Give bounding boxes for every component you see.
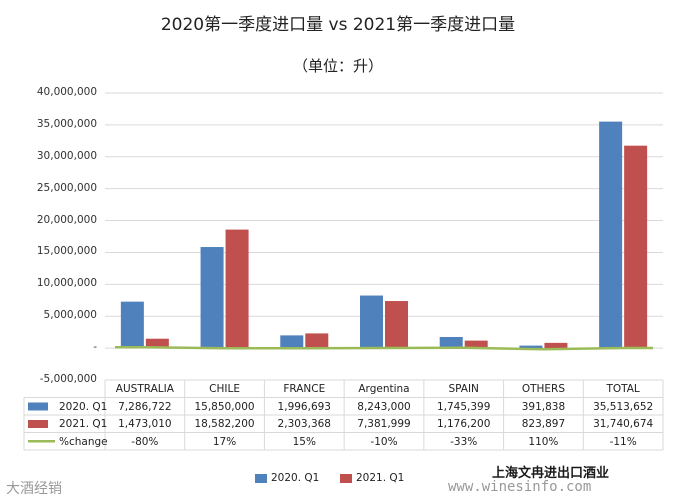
table-cell: -10% [370, 435, 398, 448]
y-tick-label: 30,000,000 [36, 149, 97, 162]
bar-2021-others [544, 342, 568, 349]
watermark-left: 大酒经销 [6, 481, 62, 497]
category-label: SPAIN [448, 383, 479, 395]
table-cell: 7,286,722 [118, 400, 172, 413]
y-tick-label: 25,000,000 [36, 181, 97, 194]
row-key-swatch [28, 402, 48, 411]
chart-subtitle: （单位：升） [292, 57, 383, 75]
table-cell: -11% [609, 435, 637, 448]
category-label: Argentina [358, 383, 410, 395]
y-tick-label: 10,000,000 [36, 277, 97, 290]
table-cell: -33% [450, 435, 478, 448]
bar-2020-spain [439, 336, 463, 349]
legend-swatch-2020 [255, 474, 267, 483]
category-label: CHILE [209, 383, 240, 395]
category-label: OTHERS [521, 383, 565, 395]
legend-label-2021: 2021. Q1 [356, 472, 405, 484]
bar-2020-argentina [360, 295, 383, 349]
table-cell: 35,513,652 [593, 400, 654, 413]
table-cell: 17% [212, 435, 237, 448]
table-cell: 823,897 [521, 418, 566, 430]
table-cell: 2,303,368 [277, 418, 331, 430]
y-tick-label: 35,000,000 [36, 117, 97, 130]
table-cell: 1,176,200 [436, 418, 491, 430]
pct-change-line [115, 346, 653, 351]
bar-2021-total [624, 145, 648, 349]
y-tick-label: 5,000,000 [43, 309, 97, 322]
category-label: FRANCE [283, 383, 326, 395]
table-cell: 110% [528, 435, 559, 448]
bar-2021-australia [145, 338, 169, 349]
table-cell: 15% [292, 435, 316, 448]
y-tick-label: - [93, 341, 97, 354]
table-cell: -80% [131, 435, 159, 448]
bar-2021-france [305, 333, 329, 349]
bar-2020-australia [120, 301, 144, 349]
bar-2020-total [599, 121, 623, 349]
row-key-swatch [28, 420, 48, 428]
bar-2021-argentina [385, 301, 408, 349]
bar-2021-spain [464, 340, 488, 349]
table-cell: 1,745,399 [436, 400, 491, 413]
watermark-cn: 上海文冉进出口酒业 [492, 466, 610, 481]
table-cell: 15,850,000 [194, 400, 255, 413]
row-label: %change [59, 435, 108, 448]
chart-title: 2020第一季度进口量 vs 2021第一季度进口量 [160, 15, 516, 35]
watermark-url: www.winesinfo.com [448, 479, 592, 495]
y-tick-label: 20,000,000 [36, 213, 97, 226]
bar-2020-france [280, 335, 304, 349]
bar-2021-chile [225, 229, 249, 349]
category-label: TOTAL [606, 383, 640, 395]
table-cell: 18,582,200 [194, 418, 255, 430]
row-label: 2021. Q1 [59, 418, 108, 430]
legend-swatch-2021 [340, 474, 352, 483]
table-cell: 1,996,693 [277, 400, 331, 413]
category-label: AUSTRALIA [115, 383, 174, 395]
y-tick-label: -5,000,000 [39, 373, 97, 385]
y-tick-label: 15,000,000 [36, 245, 97, 258]
table-cell: 31,740,674 [593, 418, 654, 430]
row-label: 2020. Q1 [59, 400, 108, 413]
table-cell: 391,838 [521, 400, 566, 413]
table-cell: 1,473,010 [118, 418, 172, 430]
table-cell: 7,381,999 [357, 418, 411, 430]
legend-label-2020: 2020. Q1 [271, 472, 320, 484]
y-tick-label: 40,000,000 [36, 86, 97, 98]
bar-2020-others [519, 345, 543, 349]
bar-2020-chile [200, 247, 224, 349]
table-cell: 8,243,000 [357, 400, 411, 413]
